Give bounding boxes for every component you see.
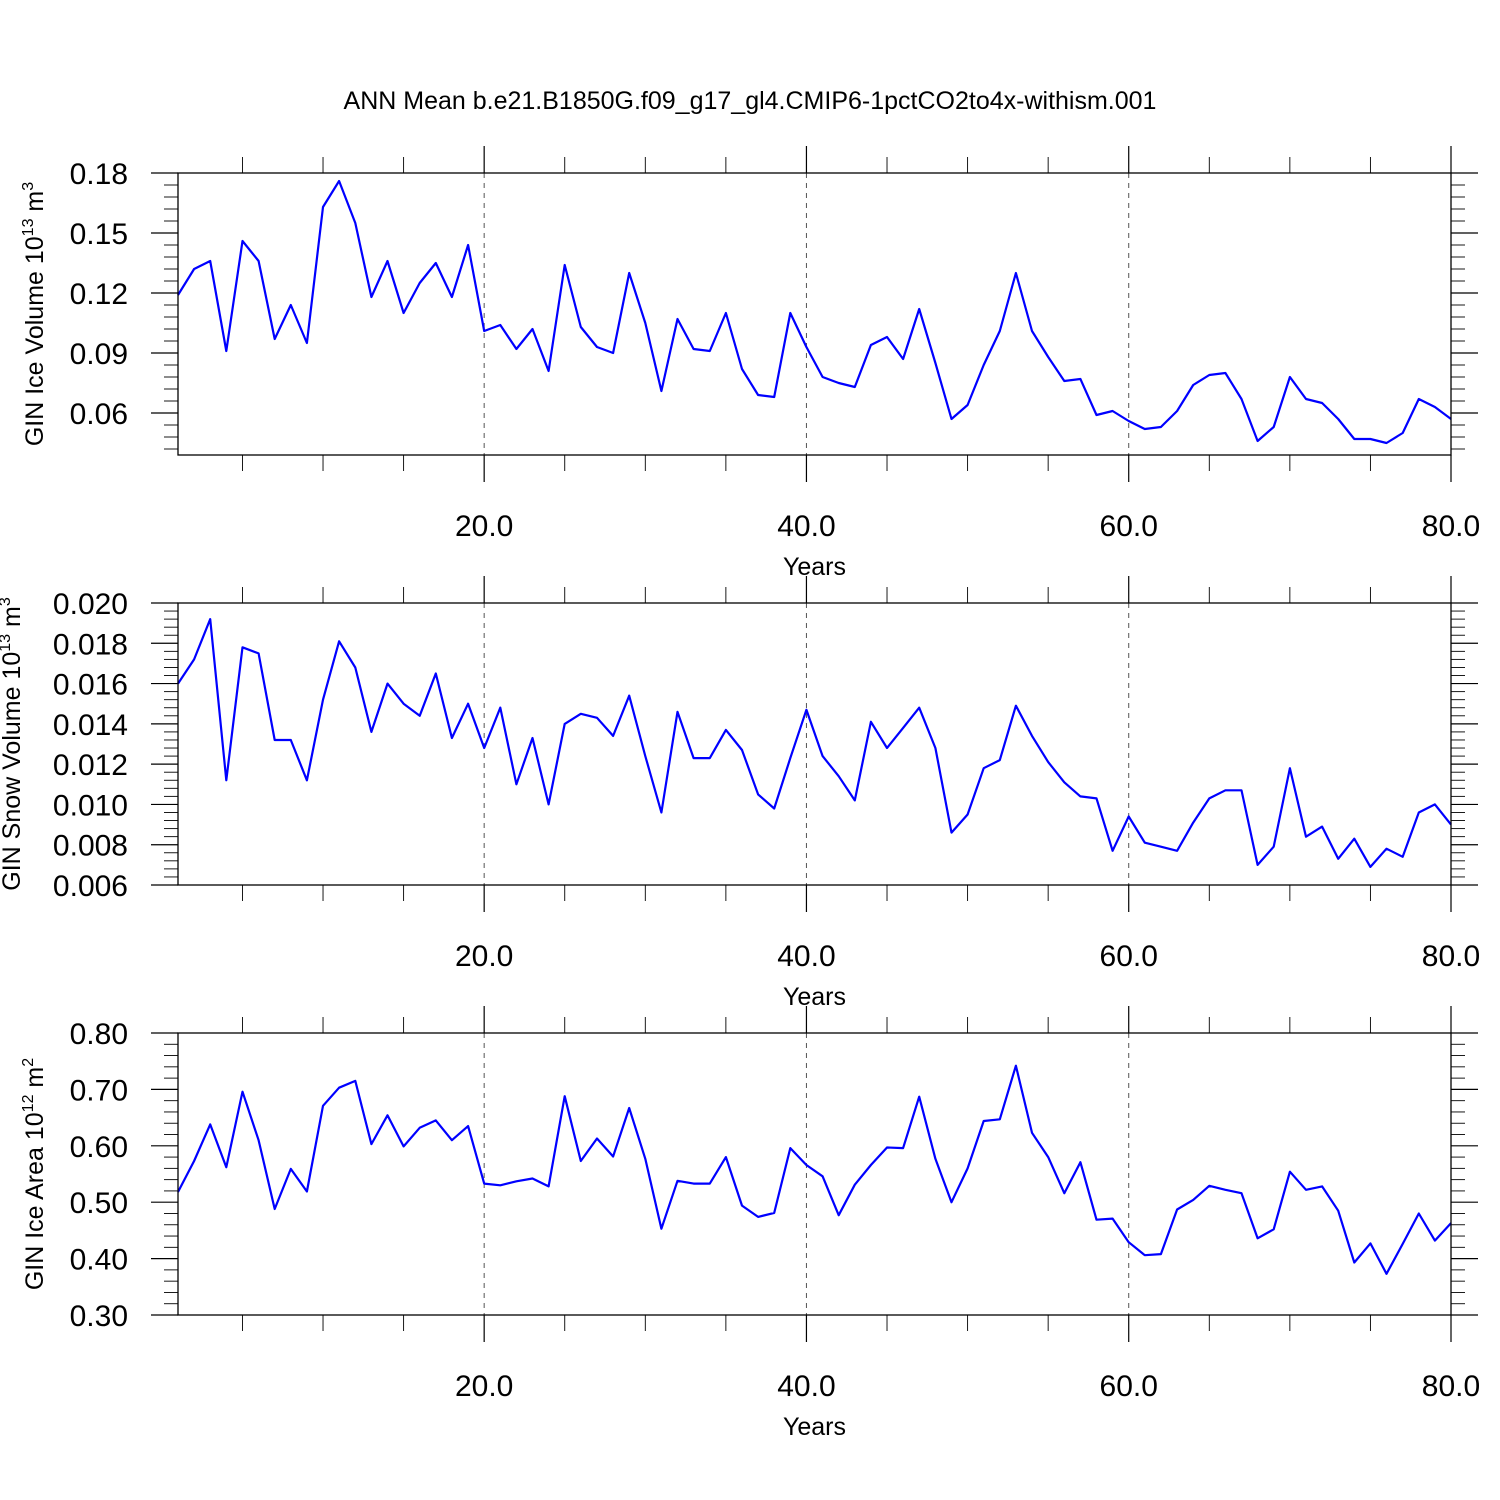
x-tick-label: 20.0 [455,510,513,543]
series-line [177,179,1452,445]
y-tick-label: 0.010 [53,789,128,822]
y-tick-label: 0.70 [70,1074,128,1107]
panel-3: 20.0 40.0 60.0 80.0 0.30 0.40 0.50 0.60 0.70 0.80… [20,1006,1480,1441]
x-tick-label: 60.0 [1100,510,1158,543]
y-tick-label: 0.006 [53,870,128,903]
y-tick-label: 0.60 [70,1131,128,1164]
y-axis-label: GIN Ice Volume 1013 m3 [20,182,49,446]
y-tick-label: 0.06 [70,398,128,431]
y-tick-label: 0.50 [70,1187,128,1220]
plot-frame [177,602,1452,886]
x-tick-label: 80.0 [1422,510,1480,543]
x-tick-label: 20.0 [455,940,513,973]
series-line [177,1064,1452,1275]
plot-frame [177,172,1452,456]
y-axis-label: GIN Snow Volume 1013 m3 [0,597,26,891]
y-tick-label: 0.09 [70,338,128,371]
x-tick-label: 40.0 [777,940,835,973]
x-axis-label: Years [783,983,846,1011]
y-tick-label: 0.012 [53,749,128,782]
chart-title: ANN Mean b.e21.B1850G.f09_g17_gl4.CMIP6-… [344,87,1157,115]
panel-2: 20.0 40.0 60.0 80.0 0.006 0.008 0.010 0.012 0.01… [0,576,1480,1011]
panel-1: 20.0 40.0 60.0 80.0 0.06 0.09 0.12 0.15 0.18 Year… [20,146,1480,581]
x-tick-label: 60.0 [1100,940,1158,973]
x-tick-label: 40.0 [777,1370,835,1403]
x-tick-label: 40.0 [777,510,835,543]
x-axis-label: Years [783,1413,846,1441]
y-tick-label: 0.018 [53,628,128,661]
x-tick-label: 80.0 [1422,940,1480,973]
plot-frame [177,1032,1452,1316]
y-tick-label: 0.40 [70,1244,128,1277]
y-axis-label: GIN Ice Area 1012 m2 [20,1058,49,1290]
y-tick-label: 0.18 [70,158,128,191]
y-tick-label: 0.016 [53,669,128,702]
y-tick-label: 0.014 [53,709,128,742]
x-tick-label: 20.0 [455,1370,513,1403]
x-axis-label: Years [783,553,846,581]
series-line [177,617,1452,869]
y-tick-label: 0.15 [70,218,128,251]
y-tick-label: 0.020 [53,588,128,621]
y-tick-label: 0.30 [70,1300,128,1333]
y-tick-label: 0.008 [53,830,128,863]
x-tick-label: 60.0 [1100,1370,1158,1403]
y-tick-label: 0.12 [70,278,128,311]
y-tick-label: 0.80 [70,1018,128,1051]
x-tick-label: 80.0 [1422,1370,1480,1403]
